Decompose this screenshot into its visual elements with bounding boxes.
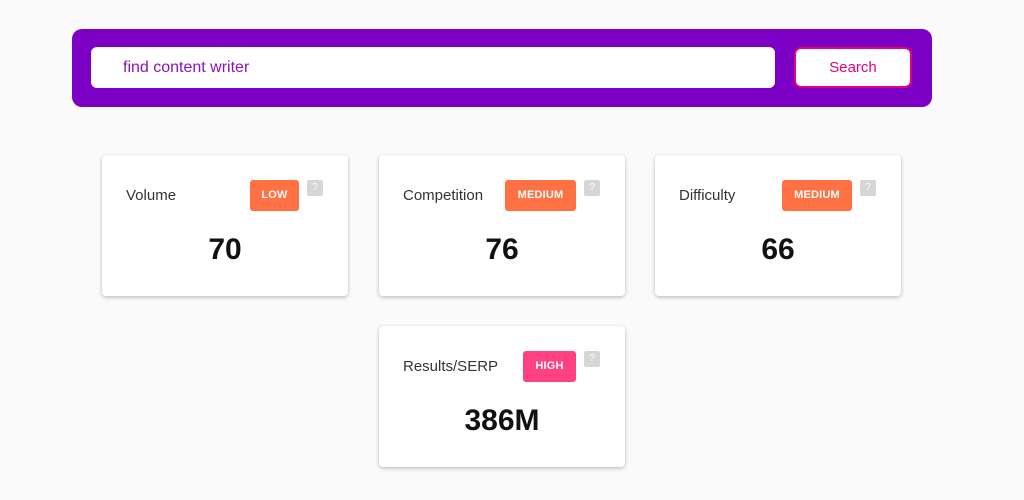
difficulty-card: Difficulty MEDIUM ? 66 (655, 155, 901, 296)
difficulty-value: 66 (761, 233, 795, 266)
difficulty-level-badge: MEDIUM (782, 180, 852, 211)
competition-level-badge: MEDIUM (505, 180, 576, 211)
volume-level-badge: LOW (250, 180, 299, 211)
results-serp-level-badge: HIGH (523, 351, 576, 382)
volume-card: Volume LOW ? 70 (102, 155, 348, 296)
results-serp-card: Results/SERP HIGH ? 386M (379, 326, 625, 467)
competition-help-icon[interactable]: ? (584, 180, 600, 196)
results-serp-help-icon[interactable]: ? (584, 351, 600, 367)
difficulty-label: Difficulty (679, 187, 736, 204)
results-serp-value: 386M (464, 404, 540, 437)
volume-label: Volume (126, 187, 177, 204)
search-bar: Search (72, 29, 932, 107)
difficulty-help-icon[interactable]: ? (860, 180, 876, 196)
competition-value: 76 (485, 233, 519, 266)
search-button[interactable]: Search (794, 47, 912, 88)
competition-label: Competition (403, 187, 484, 204)
volume-help-icon[interactable]: ? (307, 180, 323, 196)
competition-card: Competition MEDIUM ? 76 (379, 155, 625, 296)
search-input[interactable] (91, 47, 775, 88)
results-serp-label: Results/SERP (403, 358, 499, 375)
volume-value: 70 (208, 233, 242, 266)
